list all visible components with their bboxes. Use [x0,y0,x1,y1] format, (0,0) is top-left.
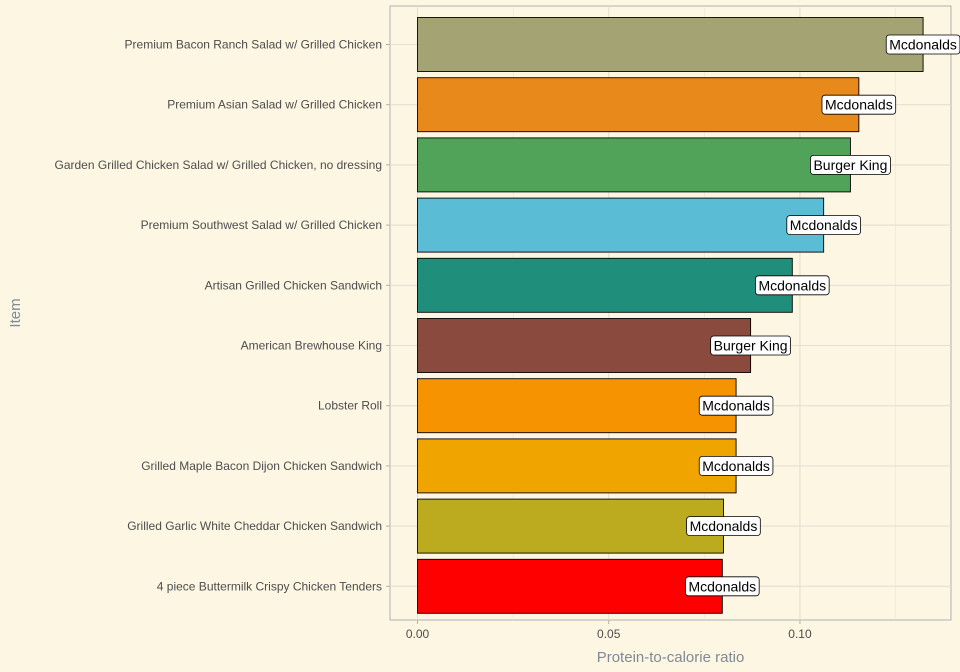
data-label-7: Mcdonalds [698,455,774,476]
data-label-box-6 [698,395,774,416]
data-label-3: Mcdonalds [786,215,861,236]
bar-2 [417,137,851,193]
data-label-text-3: Mcdonalds [790,217,858,233]
data-label-text-8: Mcdonalds [690,518,758,534]
data-label-box-7 [698,455,774,476]
bars [417,17,924,614]
data-label-5: Burger King [710,335,791,356]
y-axis-ticks: Premium Bacon Ranch Salad w/ Grilled Chi… [55,38,390,593]
bar-1 [417,77,860,133]
bar-3 [417,197,825,253]
bar-4 [417,257,793,313]
data-label-box-4 [755,275,830,296]
x-axis-ticks: 0.00 0.05 0.10 [406,620,812,641]
y-tick-label-1: Premium Asian Salad w/ Grilled Chicken [167,98,382,112]
bar-7 [417,438,737,494]
data-label-box-3 [786,215,861,236]
y-tick-label-8: Grilled Garlic White Cheddar Chicken San… [127,519,382,533]
data-label-text-1: Mcdonalds [825,97,893,113]
x-axis-title: Protein-to-calorie ratio [597,649,745,666]
data-label-2: Burger King [810,154,891,175]
y-tick-label-0: Premium Bacon Ranch Salad w/ Grilled Chi… [125,38,382,52]
y-tick-label-4: Artisan Grilled Chicken Sandwich [205,278,382,292]
data-label-0: Mcdonalds [885,34,960,55]
y-tick-label-3: Premium Southwest Salad w/ Grilled Chick… [141,218,382,232]
y-tick-label-9: 4 piece Buttermilk Crispy Chicken Tender… [157,579,382,593]
bar-8 [417,498,724,554]
data-label-box-5 [710,335,791,356]
x-tick-label-2: 0.10 [788,627,812,641]
data-label-text-4: Mcdonalds [758,277,826,293]
data-label-text-6: Mcdonalds [702,398,770,414]
data-label-box-1 [821,94,897,115]
data-label-box-8 [686,516,761,536]
y-tick-label-7: Grilled Maple Bacon Dijon Chicken Sandwi… [141,459,382,473]
y-tick-label-2: Garden Grilled Chicken Salad w/ Grilled … [55,158,383,172]
data-label-6: Mcdonalds [698,395,774,416]
y-axis-title: Item [7,298,24,327]
data-label-1: Mcdonalds [821,94,897,115]
data-label-text-0: Mcdonalds [889,37,957,53]
data-label-text-9: Mcdonalds [688,578,756,594]
y-tick-label-5: American Brewhouse King [241,339,382,353]
data-label-9: Mcdonalds [685,576,760,597]
bar-0 [417,17,924,72]
data-labels: Mcdonalds Mcdonalds Burger King Mcdonalds Mc… [685,34,960,597]
data-label-text-7: Mcdonalds [702,458,770,474]
x-tick-label-0: 0.00 [406,627,430,641]
data-label-8: Mcdonalds [686,516,761,536]
data-label-box-9 [685,576,760,597]
y-tick-label-6: Lobster Roll [318,399,382,413]
data-label-box-2 [810,154,891,175]
data-label-text-5: Burger King [714,338,788,354]
data-label-text-2: Burger King [813,157,887,173]
bar-5 [417,318,752,373]
x-tick-label-1: 0.05 [597,627,621,641]
bar-9 [417,558,723,614]
bar-6 [417,378,737,434]
data-label-4: Mcdonalds [755,275,830,296]
